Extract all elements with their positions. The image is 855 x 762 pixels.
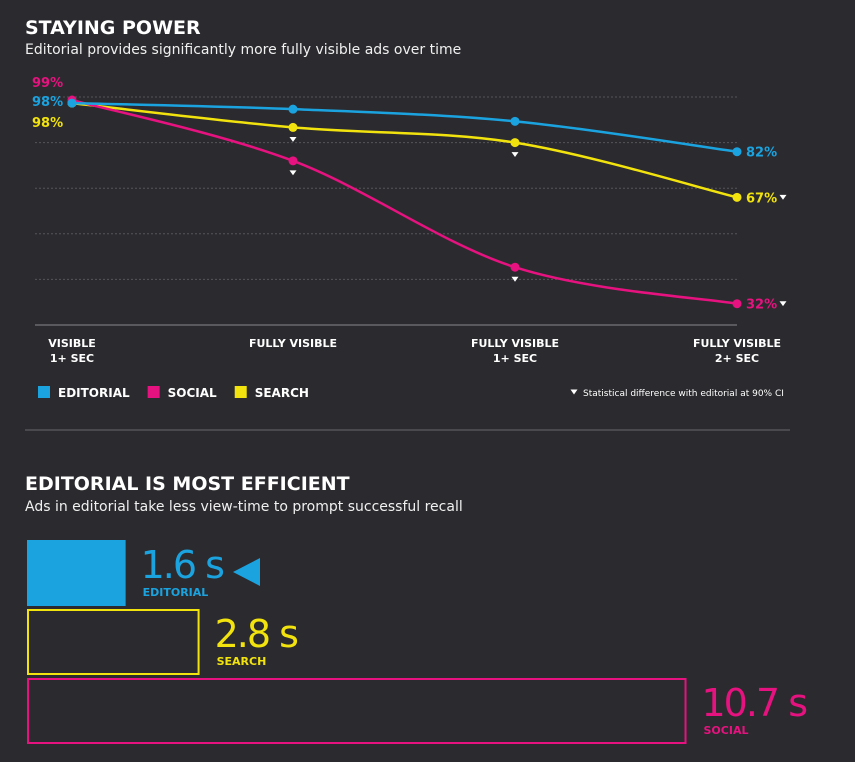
category-label: SEARCH — [217, 655, 267, 668]
data-label: 32% — [746, 298, 777, 313]
chart-subtitle: Ads in editorial take less view-time to … — [25, 499, 463, 515]
x-tick-label: VISIBLE 1+ SEC — [48, 337, 96, 365]
data-label: 67% — [746, 191, 777, 206]
legend-label: SEARCH — [255, 386, 309, 400]
x-tick-label: FULLY VISIBLE 1+ SEC — [471, 337, 559, 365]
value-label: 1.6 s — [141, 543, 224, 587]
data-label: 82% — [746, 146, 777, 161]
data-point — [732, 147, 742, 157]
legend-swatch — [234, 386, 247, 398]
bar — [27, 609, 200, 675]
chart-title: EDITORIAL IS MOST EFFICIENT — [25, 473, 350, 495]
significance-marker — [570, 389, 578, 395]
value-label: 10.7 s — [702, 681, 807, 725]
x-tick-label: FULLY VISIBLE 2+ SEC — [693, 337, 781, 365]
data-point — [510, 116, 520, 126]
value-label: 2.8 s — [215, 612, 298, 656]
data-point — [67, 98, 77, 108]
bar — [27, 540, 126, 606]
data-point — [510, 262, 520, 272]
data-point — [288, 104, 298, 114]
series-line — [71, 98, 738, 305]
category-label: EDITORIAL — [143, 586, 209, 599]
chart-subtitle: Editorial provides significantly more fu… — [25, 42, 461, 58]
data-point — [288, 122, 298, 132]
category-label: SOCIAL — [704, 724, 749, 737]
legend-swatch — [147, 386, 160, 398]
significance-marker — [289, 136, 297, 142]
bar — [27, 678, 687, 744]
chart-title: STAYING POWER — [25, 17, 201, 39]
significance-marker — [511, 152, 519, 158]
significance-marker — [511, 276, 519, 282]
annotation: Statistical difference with editorial at… — [583, 389, 784, 399]
significance-marker — [779, 194, 787, 200]
pointer-arrow — [233, 558, 260, 586]
x-tick-label: FULLY VISIBLE — [249, 337, 337, 350]
significance-marker — [779, 301, 787, 307]
legend-swatch — [38, 386, 50, 398]
data-label: 98% — [32, 116, 63, 131]
data-point — [732, 299, 742, 309]
data-point — [510, 138, 520, 148]
data-label: 99% — [32, 76, 63, 91]
legend-label: SOCIAL — [168, 386, 217, 400]
significance-marker — [289, 170, 297, 176]
data-point — [288, 156, 298, 166]
data-label: 98% — [32, 95, 63, 110]
legend-label: EDITORIAL — [58, 386, 130, 400]
data-point — [732, 192, 742, 202]
series-line — [71, 101, 738, 153]
series-line — [71, 101, 738, 199]
